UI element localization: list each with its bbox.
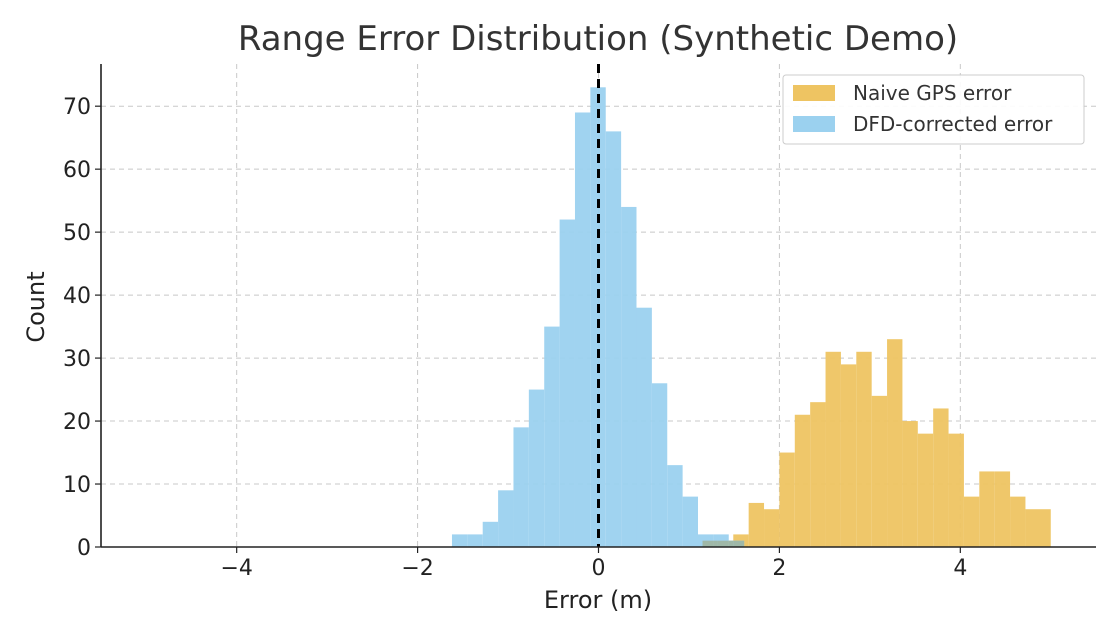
x-tick-label: 0 bbox=[592, 556, 606, 581]
histogram-bar-dfd-corrected bbox=[636, 307, 652, 547]
y-tick-label: 0 bbox=[77, 536, 91, 561]
histogram-bar-dfd-corrected bbox=[528, 389, 545, 547]
histogram-bar-dfd-corrected bbox=[482, 521, 499, 547]
legend-swatch-naive-gps bbox=[793, 85, 835, 101]
y-tick-label: 10 bbox=[63, 473, 91, 498]
histogram-overlap-bar bbox=[728, 540, 734, 547]
histogram-overlap-bar bbox=[702, 540, 714, 547]
histogram-bar-dfd-corrected bbox=[590, 87, 606, 548]
histogram-bar-dfd-corrected bbox=[605, 131, 622, 547]
histogram-bar-dfd-corrected bbox=[544, 326, 560, 547]
histogram-bar-naive-gps bbox=[994, 471, 1011, 547]
histogram-bar-dfd-corrected bbox=[667, 465, 683, 547]
histogram-bar-naive-gps bbox=[871, 395, 888, 547]
chart-title: Range Error Distribution (Synthetic Demo… bbox=[238, 19, 958, 59]
y-tick-label: 70 bbox=[63, 95, 91, 120]
histogram-bar-naive-gps bbox=[794, 414, 811, 547]
y-axis-label: Count bbox=[22, 271, 50, 342]
bars bbox=[451, 87, 1051, 548]
histogram-bar-naive-gps bbox=[979, 471, 995, 547]
y-tick-label: 40 bbox=[63, 284, 91, 309]
histogram-bar-dfd-corrected bbox=[574, 112, 591, 547]
histogram-bar-dfd-corrected bbox=[451, 534, 468, 547]
legend-box bbox=[782, 74, 1085, 145]
x-axis-label: Error (m) bbox=[544, 586, 652, 614]
histogram-bar-naive-gps bbox=[856, 351, 872, 547]
y-tick-label: 50 bbox=[63, 221, 91, 246]
histogram-bar-naive-gps bbox=[902, 421, 918, 547]
histogram-bar-naive-gps bbox=[840, 364, 857, 547]
x-tick-label: −4 bbox=[220, 556, 252, 581]
histogram-bar-naive-gps bbox=[1010, 496, 1026, 547]
x-tick-label: −2 bbox=[401, 556, 433, 581]
histogram-overlap-bar bbox=[733, 540, 745, 547]
histogram-bar-naive-gps bbox=[779, 452, 795, 547]
histogram-overlap-bar bbox=[717, 540, 729, 547]
histogram-bar-dfd-corrected bbox=[651, 383, 668, 547]
histogram-bar-naive-gps bbox=[764, 509, 780, 547]
histogram-bar-naive-gps bbox=[917, 433, 934, 547]
histogram-bar-naive-gps bbox=[810, 402, 826, 547]
histogram-bar-naive-gps bbox=[825, 351, 841, 547]
histogram-bar-dfd-corrected bbox=[621, 206, 637, 547]
legend: Naive GPS error DFD-corrected error bbox=[782, 74, 1085, 145]
y-tick-label: 20 bbox=[63, 410, 91, 435]
legend-label-naive-gps: Naive GPS error bbox=[853, 81, 1012, 105]
histogram-bar-naive-gps bbox=[748, 502, 765, 547]
histogram-bar-naive-gps bbox=[1025, 509, 1051, 547]
histogram-overlap-bar bbox=[713, 540, 718, 547]
legend-swatch-dfd-corrected bbox=[793, 116, 835, 132]
histogram-bar-dfd-corrected bbox=[682, 496, 698, 547]
y-tick-label: 60 bbox=[63, 158, 91, 183]
legend-label-dfd-corrected: DFD-corrected error bbox=[853, 112, 1053, 136]
x-tick-label: 4 bbox=[953, 556, 967, 581]
x-tick-label: 2 bbox=[772, 556, 786, 581]
axes bbox=[95, 64, 1096, 553]
histogram-bar-dfd-corrected bbox=[498, 490, 514, 547]
histogram-bar-naive-gps bbox=[948, 433, 964, 547]
histogram-bar-naive-gps bbox=[887, 339, 903, 547]
histogram-bar-naive-gps bbox=[933, 408, 949, 547]
histogram-bar-dfd-corrected bbox=[467, 534, 483, 547]
histogram-bar-dfd-corrected bbox=[559, 219, 575, 548]
histogram-bar-dfd-corrected bbox=[513, 427, 529, 547]
y-tick-label: 30 bbox=[63, 347, 91, 372]
histogram-bar-naive-gps bbox=[963, 496, 980, 547]
